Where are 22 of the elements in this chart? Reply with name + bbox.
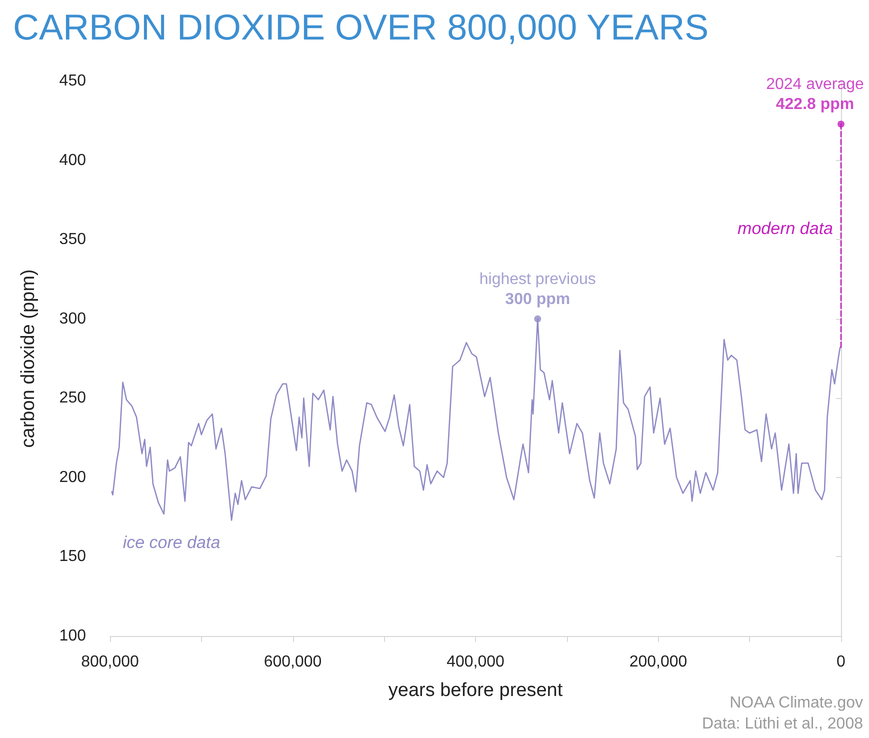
annotation: 2024 average 422.8 ppm [766, 76, 864, 114]
series-label: ice core data [122, 533, 220, 552]
series-label: modern data [738, 218, 833, 238]
y-tick-label: 400 [59, 152, 86, 169]
y-tick-label: 100 [59, 628, 86, 644]
y-tick-label: 250 [59, 390, 86, 407]
text: NOAA Climate.gov [730, 694, 863, 712]
y-axis-title: carbon dioxide (ppm) [18, 269, 39, 448]
text: Data: Lüthi et al., 2008 [702, 716, 864, 732]
x-tick-label: 800,000 [81, 654, 140, 670]
x-tick-label: 200,000 [629, 654, 688, 670]
y-tick-label: 300 [59, 310, 86, 328]
chart-title: CARBON DIOXIDE OVER 800,000 YEARS [13, 6, 709, 48]
y-tick-label: 350 [59, 231, 86, 248]
x-tick-label: 600,000 [264, 654, 322, 670]
y-tick-label: 450 [59, 72, 86, 90]
x-tick-label: 400,000 [446, 654, 505, 670]
annotation: highest previous 300 ppm [479, 270, 596, 308]
x-tick-label: 0 [836, 654, 846, 670]
y-tick-label: 200 [59, 468, 86, 486]
y-tick-label: 150 [59, 548, 86, 566]
x-axis-title: years before present [388, 680, 564, 701]
